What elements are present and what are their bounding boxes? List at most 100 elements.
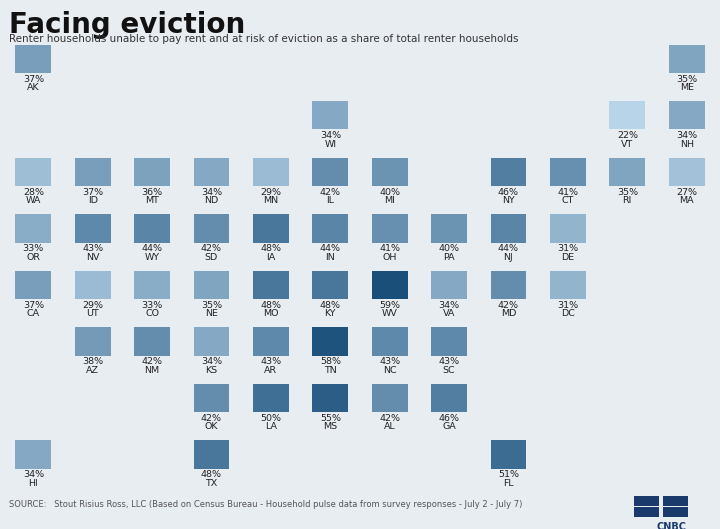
Bar	[253, 158, 289, 186]
Text: Facing eviction: Facing eviction	[9, 11, 246, 39]
Text: 33%: 33%	[22, 244, 44, 253]
Text: IA: IA	[266, 253, 276, 262]
Text: IN: IN	[325, 253, 336, 262]
Text: WI: WI	[324, 140, 336, 149]
Text: UT: UT	[86, 309, 99, 318]
Text: 40%: 40%	[438, 244, 459, 253]
Bar	[372, 327, 408, 355]
Text: OK: OK	[204, 422, 218, 431]
Bar	[75, 214, 110, 243]
Text: Renter households unable to pay rent and at risk of eviction as a share of total: Renter households unable to pay rent and…	[9, 34, 519, 44]
Text: NY: NY	[502, 196, 515, 205]
Text: PA: PA	[444, 253, 455, 262]
Text: AL: AL	[384, 422, 395, 431]
Bar	[431, 271, 467, 299]
Text: 35%: 35%	[676, 75, 697, 84]
Text: ND: ND	[204, 196, 219, 205]
Bar	[134, 158, 170, 186]
Text: 38%: 38%	[82, 358, 103, 367]
Text: IL: IL	[326, 196, 334, 205]
Text: 48%: 48%	[201, 470, 222, 479]
Text: 37%: 37%	[23, 301, 44, 310]
Bar	[253, 384, 289, 412]
Text: 42%: 42%	[201, 244, 222, 253]
Text: CNBC: CNBC	[657, 522, 686, 529]
Bar	[669, 44, 704, 73]
Bar	[372, 384, 408, 412]
Bar	[663, 507, 688, 517]
Bar	[609, 158, 645, 186]
Text: TX: TX	[205, 479, 217, 488]
Text: 35%: 35%	[617, 188, 638, 197]
Text: LA: LA	[265, 422, 277, 431]
Text: NV: NV	[86, 253, 99, 262]
Bar	[372, 214, 408, 243]
Text: 36%: 36%	[142, 188, 163, 197]
Text: 42%: 42%	[201, 414, 222, 423]
Bar	[663, 496, 688, 506]
Bar	[194, 271, 229, 299]
Bar	[634, 496, 659, 506]
Text: NM: NM	[145, 366, 160, 375]
Text: 48%: 48%	[320, 301, 341, 310]
Text: WY: WY	[145, 253, 160, 262]
Text: NC: NC	[383, 366, 397, 375]
Text: 42%: 42%	[498, 301, 519, 310]
Bar	[372, 271, 408, 299]
Bar	[253, 214, 289, 243]
Text: 34%: 34%	[201, 358, 222, 367]
Text: TN: TN	[324, 366, 337, 375]
Bar	[312, 271, 348, 299]
Text: 43%: 43%	[261, 358, 282, 367]
Text: 22%: 22%	[617, 131, 638, 140]
Text: 31%: 31%	[557, 244, 578, 253]
Bar	[550, 271, 585, 299]
Text: CT: CT	[562, 196, 574, 205]
Text: 46%: 46%	[498, 188, 519, 197]
Text: 42%: 42%	[320, 188, 341, 197]
Text: 42%: 42%	[142, 358, 163, 367]
Bar	[312, 101, 348, 130]
Text: 48%: 48%	[261, 301, 282, 310]
Bar	[134, 214, 170, 243]
Text: ID: ID	[88, 196, 98, 205]
Text: HI: HI	[28, 479, 38, 488]
Text: KS: KS	[205, 366, 217, 375]
Text: OR: OR	[27, 253, 40, 262]
Text: AR: AR	[264, 366, 277, 375]
Bar	[253, 271, 289, 299]
Bar	[431, 327, 467, 355]
Bar	[194, 384, 229, 412]
Bar	[312, 384, 348, 412]
Bar	[16, 271, 51, 299]
Text: SD: SD	[205, 253, 218, 262]
Text: DC: DC	[561, 309, 575, 318]
Bar	[194, 214, 229, 243]
Text: 34%: 34%	[676, 131, 697, 140]
Bar	[194, 441, 229, 469]
Bar	[134, 271, 170, 299]
Bar	[16, 44, 51, 73]
Text: 50%: 50%	[261, 414, 282, 423]
Text: 51%: 51%	[498, 470, 519, 479]
Bar	[490, 271, 526, 299]
Text: KY: KY	[325, 309, 336, 318]
Text: GA: GA	[442, 422, 456, 431]
Text: VT: VT	[621, 140, 634, 149]
Text: 55%: 55%	[320, 414, 341, 423]
Text: WA: WA	[26, 196, 41, 205]
Text: 29%: 29%	[261, 188, 282, 197]
Bar	[431, 214, 467, 243]
Bar	[312, 158, 348, 186]
Text: MD: MD	[501, 309, 516, 318]
Text: 43%: 43%	[438, 358, 459, 367]
Text: MS: MS	[323, 422, 338, 431]
Text: SC: SC	[443, 366, 456, 375]
Text: 46%: 46%	[438, 414, 459, 423]
Text: 44%: 44%	[320, 244, 341, 253]
Text: NH: NH	[680, 140, 693, 149]
Bar	[75, 327, 110, 355]
Text: 37%: 37%	[23, 75, 44, 84]
Text: 43%: 43%	[379, 358, 400, 367]
Bar	[609, 101, 645, 130]
